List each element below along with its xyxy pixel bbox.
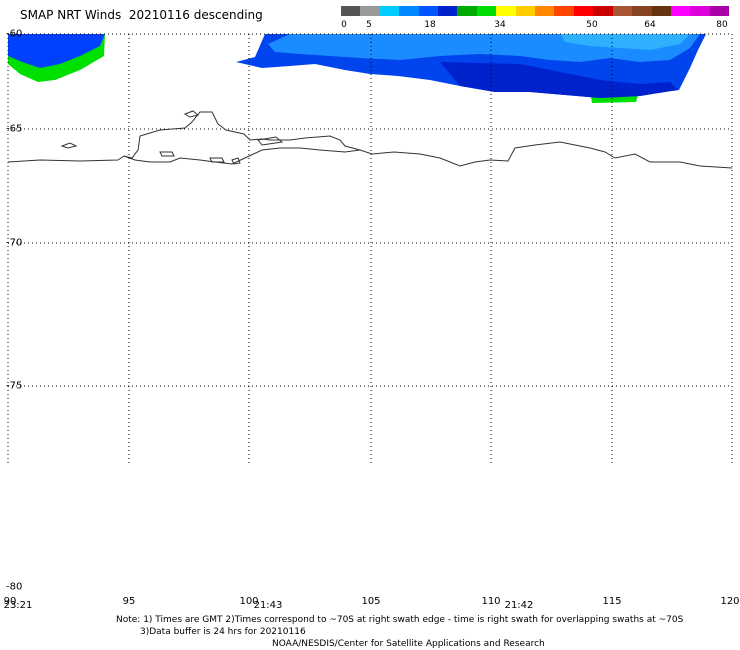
swath-time-label: 21:42 [504, 600, 534, 611]
wind-swaths [8, 34, 706, 103]
swath-right-dark [440, 62, 678, 98]
swath-left-blue [8, 34, 105, 68]
lat-label: -65 [6, 123, 23, 135]
credit-line: NOAA/NESDIS/Center for Satellite Applica… [272, 639, 545, 649]
colorbar-tick: 50 [586, 20, 598, 30]
colorbar-segment [632, 6, 652, 16]
wind-speed-colorbar [341, 6, 730, 16]
colorbar-segment [418, 6, 439, 16]
map-title: SMAP NRT Winds 20210116 descending [20, 8, 263, 22]
lon-label: 110 [481, 596, 501, 607]
lat-label: -80 [6, 581, 23, 593]
lat-label: -60 [6, 28, 23, 40]
colorbar-tick: 34 [494, 20, 506, 30]
colorbar-segment [496, 6, 516, 16]
colorbar-segment [360, 6, 380, 16]
note-line-2: 3)Data buffer is 24 hrs for 20210116 [140, 627, 306, 637]
colorbar-segment [438, 6, 458, 16]
colorbar-tick: 0 [341, 20, 347, 30]
colorbar-segment [535, 6, 555, 16]
colorbar-segment [690, 6, 710, 16]
colorbar-segment [457, 6, 477, 16]
colorbar-segment [612, 6, 633, 16]
colorbar-tick: 18 [424, 20, 436, 30]
colorbar-segment [341, 6, 361, 16]
colorbar-segment [515, 6, 536, 16]
colorbar-segment [651, 6, 671, 16]
swath-time-label: 23:21 [3, 600, 33, 611]
lat-label: -75 [6, 380, 23, 392]
note-line-1: Note: 1) Times are GMT 2)Times correspon… [116, 615, 684, 625]
colorbar-segment [709, 6, 730, 16]
map-grid [7, 33, 733, 463]
lon-label: 120 [720, 596, 740, 607]
colorbar-segment [379, 6, 400, 16]
colorbar-tick: 5 [366, 20, 372, 30]
lon-label: 105 [361, 596, 381, 607]
colorbar-tick: 80 [716, 20, 728, 30]
colorbar-segment [593, 6, 613, 16]
lon-label: 90 [3, 596, 17, 607]
colorbar-segment [670, 6, 691, 16]
colorbar-segment [476, 6, 497, 16]
lon-label: 115 [602, 596, 622, 607]
lon-label: 95 [122, 596, 136, 607]
lon-label: 100 [239, 596, 259, 607]
colorbar-tick: 64 [644, 20, 656, 30]
colorbar-segment [399, 6, 419, 16]
colorbar-segment [573, 6, 594, 16]
swath-time-label: 21:43 [253, 600, 283, 611]
swath-right-cyan [560, 34, 690, 50]
colorbar-segment [554, 6, 574, 16]
lat-label: -70 [6, 237, 23, 249]
antarctic-coastline [7, 110, 733, 169]
